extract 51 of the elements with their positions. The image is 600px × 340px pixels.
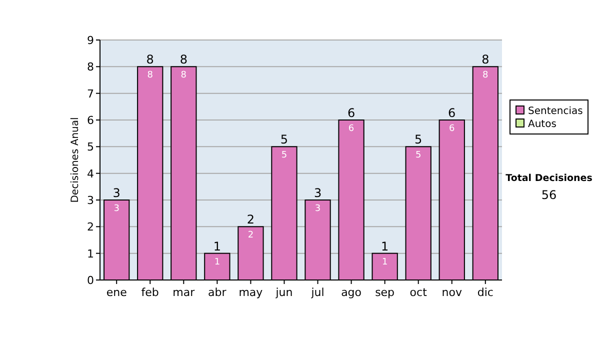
legend-label: Autos — [528, 119, 556, 130]
total-label: 1 — [213, 239, 221, 254]
text: Total Decisiones — [506, 173, 593, 184]
x-tick-label: sep — [375, 286, 395, 299]
total-label: 3 — [112, 186, 120, 200]
x-tick-label: abr — [208, 286, 227, 299]
data-label: 3 — [314, 204, 321, 214]
x-tick-label: may — [238, 286, 264, 299]
x-tick-label: jul — [310, 286, 324, 299]
x-tick-label: dic — [477, 286, 494, 299]
y-tick-label: 4 — [87, 167, 94, 180]
total-label: 2 — [246, 212, 255, 227]
x-tick-label: mar — [172, 286, 196, 299]
legend-label: Sentencias — [528, 106, 583, 117]
y-tick-label: 1 — [87, 247, 94, 260]
x-tick-label: nov — [442, 286, 462, 299]
data-label: 5 — [281, 150, 288, 161]
total-label: 8 — [180, 52, 188, 67]
total-label: 1 — [381, 239, 389, 254]
data-label: 1 — [382, 257, 388, 268]
x-tick-label: ago — [341, 286, 362, 299]
data-label: 8 — [482, 70, 489, 81]
data-label: 8 — [180, 70, 187, 81]
total-label: 5 — [280, 132, 288, 147]
data-label: 6 — [449, 124, 456, 134]
y-tick-label: 5 — [87, 140, 94, 154]
total-label: 8 — [482, 52, 490, 67]
data-label: 3 — [114, 204, 120, 214]
x-tick-label: ene — [106, 286, 128, 299]
total-label: 8 — [146, 52, 154, 67]
y-tick-label: 9 — [87, 34, 94, 47]
y-tick-label: 8 — [87, 60, 94, 74]
x-tick-label: jun — [274, 286, 293, 299]
y-tick-label: 6 — [87, 114, 94, 127]
y-axis-title: Decisiones Anual — [70, 117, 81, 203]
total-label: 6 — [448, 106, 456, 120]
x-tick-label: feb — [141, 286, 159, 299]
y-tick-label: 0 — [87, 274, 94, 287]
y-tick-label: 3 — [87, 194, 94, 207]
data-label: 1 — [214, 257, 220, 268]
data-label: 5 — [415, 150, 422, 161]
total-label: 3 — [314, 186, 322, 200]
total-label: 6 — [347, 106, 356, 120]
y-tick-label: 2 — [87, 220, 94, 234]
data-label: 2 — [248, 230, 254, 241]
total-label: 5 — [414, 132, 422, 147]
data-label: 8 — [147, 70, 154, 81]
y-tick-label: 7 — [87, 87, 94, 100]
x-tick-label: oct — [410, 286, 428, 299]
text: 56 — [541, 188, 557, 202]
data-label: 6 — [348, 124, 354, 134]
